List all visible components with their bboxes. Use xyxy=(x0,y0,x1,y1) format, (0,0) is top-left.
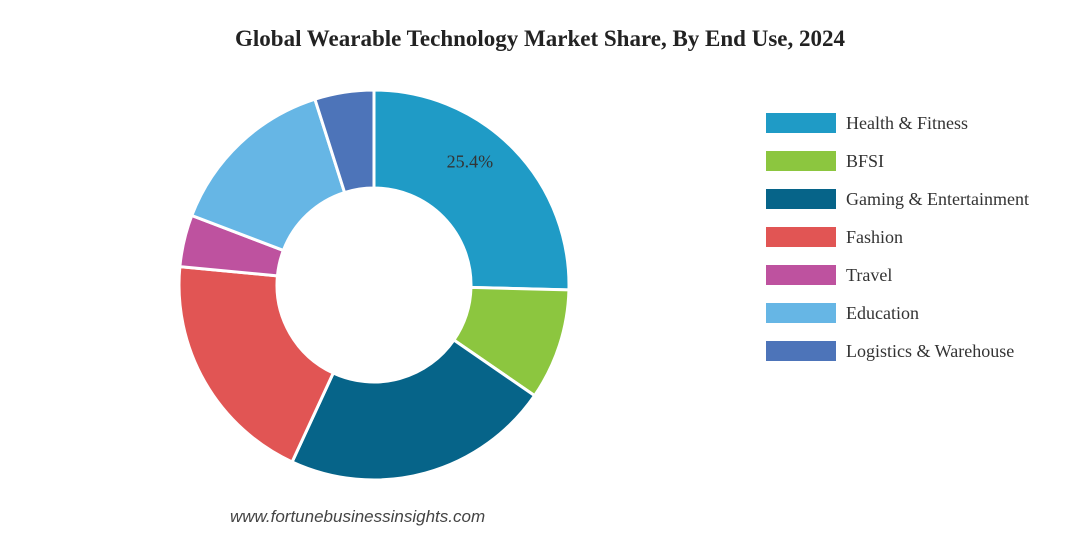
source-url: www.fortunebusinessinsights.com xyxy=(230,507,486,526)
legend-item: Fashion xyxy=(766,218,1029,256)
slice-gaming-entertainment xyxy=(290,337,537,482)
slice-fashion xyxy=(177,265,336,464)
legend-item: Health & Fitness xyxy=(766,104,1029,142)
chart-legend: Health & Fitness BFSI Gaming & Entertainme… xyxy=(766,104,1029,370)
slice-education xyxy=(189,97,347,253)
legend-label: Logistics & Warehouse xyxy=(846,340,1015,361)
legend-label: Fashion xyxy=(846,226,904,247)
legend-item: BFSI xyxy=(766,142,1029,180)
legend-swatch xyxy=(766,341,836,361)
chart-title: Global Wearable Technology Market Share,… xyxy=(235,26,845,51)
slice-logistics-warehouse xyxy=(313,88,376,195)
legend-swatch xyxy=(766,189,836,209)
legend-label: Education xyxy=(846,302,919,323)
legend-swatch xyxy=(766,113,836,133)
legend-item: Logistics & Warehouse xyxy=(766,332,1029,370)
legend-item: Gaming & Entertainment xyxy=(766,180,1029,218)
legend-swatch xyxy=(766,265,836,285)
legend-label: BFSI xyxy=(846,150,885,171)
legend-label: Health & Fitness xyxy=(846,112,968,133)
data-label: 25.4% xyxy=(447,151,494,171)
legend-label: Travel xyxy=(846,264,893,285)
legend-swatch xyxy=(766,151,836,171)
legend-item: Travel xyxy=(766,256,1029,294)
slice-health-fitness xyxy=(372,88,571,292)
legend-item: Education xyxy=(766,294,1029,332)
legend-swatch xyxy=(766,303,836,323)
legend-swatch xyxy=(766,227,836,247)
legend-label: Gaming & Entertainment xyxy=(846,188,1029,209)
